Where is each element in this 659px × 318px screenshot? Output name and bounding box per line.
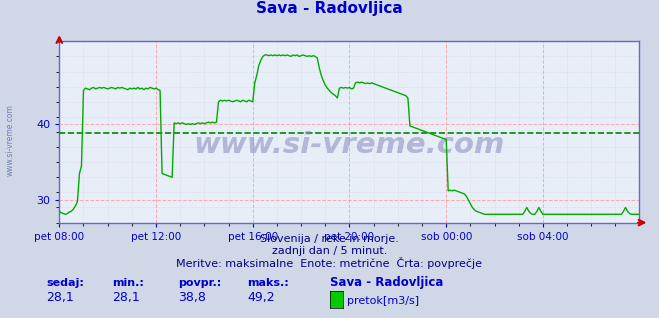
- Text: Meritve: maksimalne  Enote: metrične  Črta: povprečje: Meritve: maksimalne Enote: metrične Črta…: [177, 257, 482, 269]
- Text: pretok[m3/s]: pretok[m3/s]: [347, 295, 418, 306]
- Text: 28,1: 28,1: [112, 291, 140, 303]
- Text: 38,8: 38,8: [178, 291, 206, 303]
- Text: Sava - Radovljica: Sava - Radovljica: [256, 1, 403, 16]
- Text: povpr.:: povpr.:: [178, 278, 221, 288]
- Text: 28,1: 28,1: [46, 291, 74, 303]
- Text: min.:: min.:: [112, 278, 144, 288]
- Text: 49,2: 49,2: [247, 291, 275, 303]
- Text: zadnji dan / 5 minut.: zadnji dan / 5 minut.: [272, 246, 387, 256]
- Text: Sava - Radovljica: Sava - Radovljica: [330, 276, 443, 289]
- Text: www.si-vreme.com: www.si-vreme.com: [5, 104, 14, 176]
- Text: Slovenija / reke in morje.: Slovenija / reke in morje.: [260, 234, 399, 244]
- Text: maks.:: maks.:: [247, 278, 289, 288]
- Text: www.si-vreme.com: www.si-vreme.com: [194, 131, 505, 159]
- Text: sedaj:: sedaj:: [46, 278, 84, 288]
